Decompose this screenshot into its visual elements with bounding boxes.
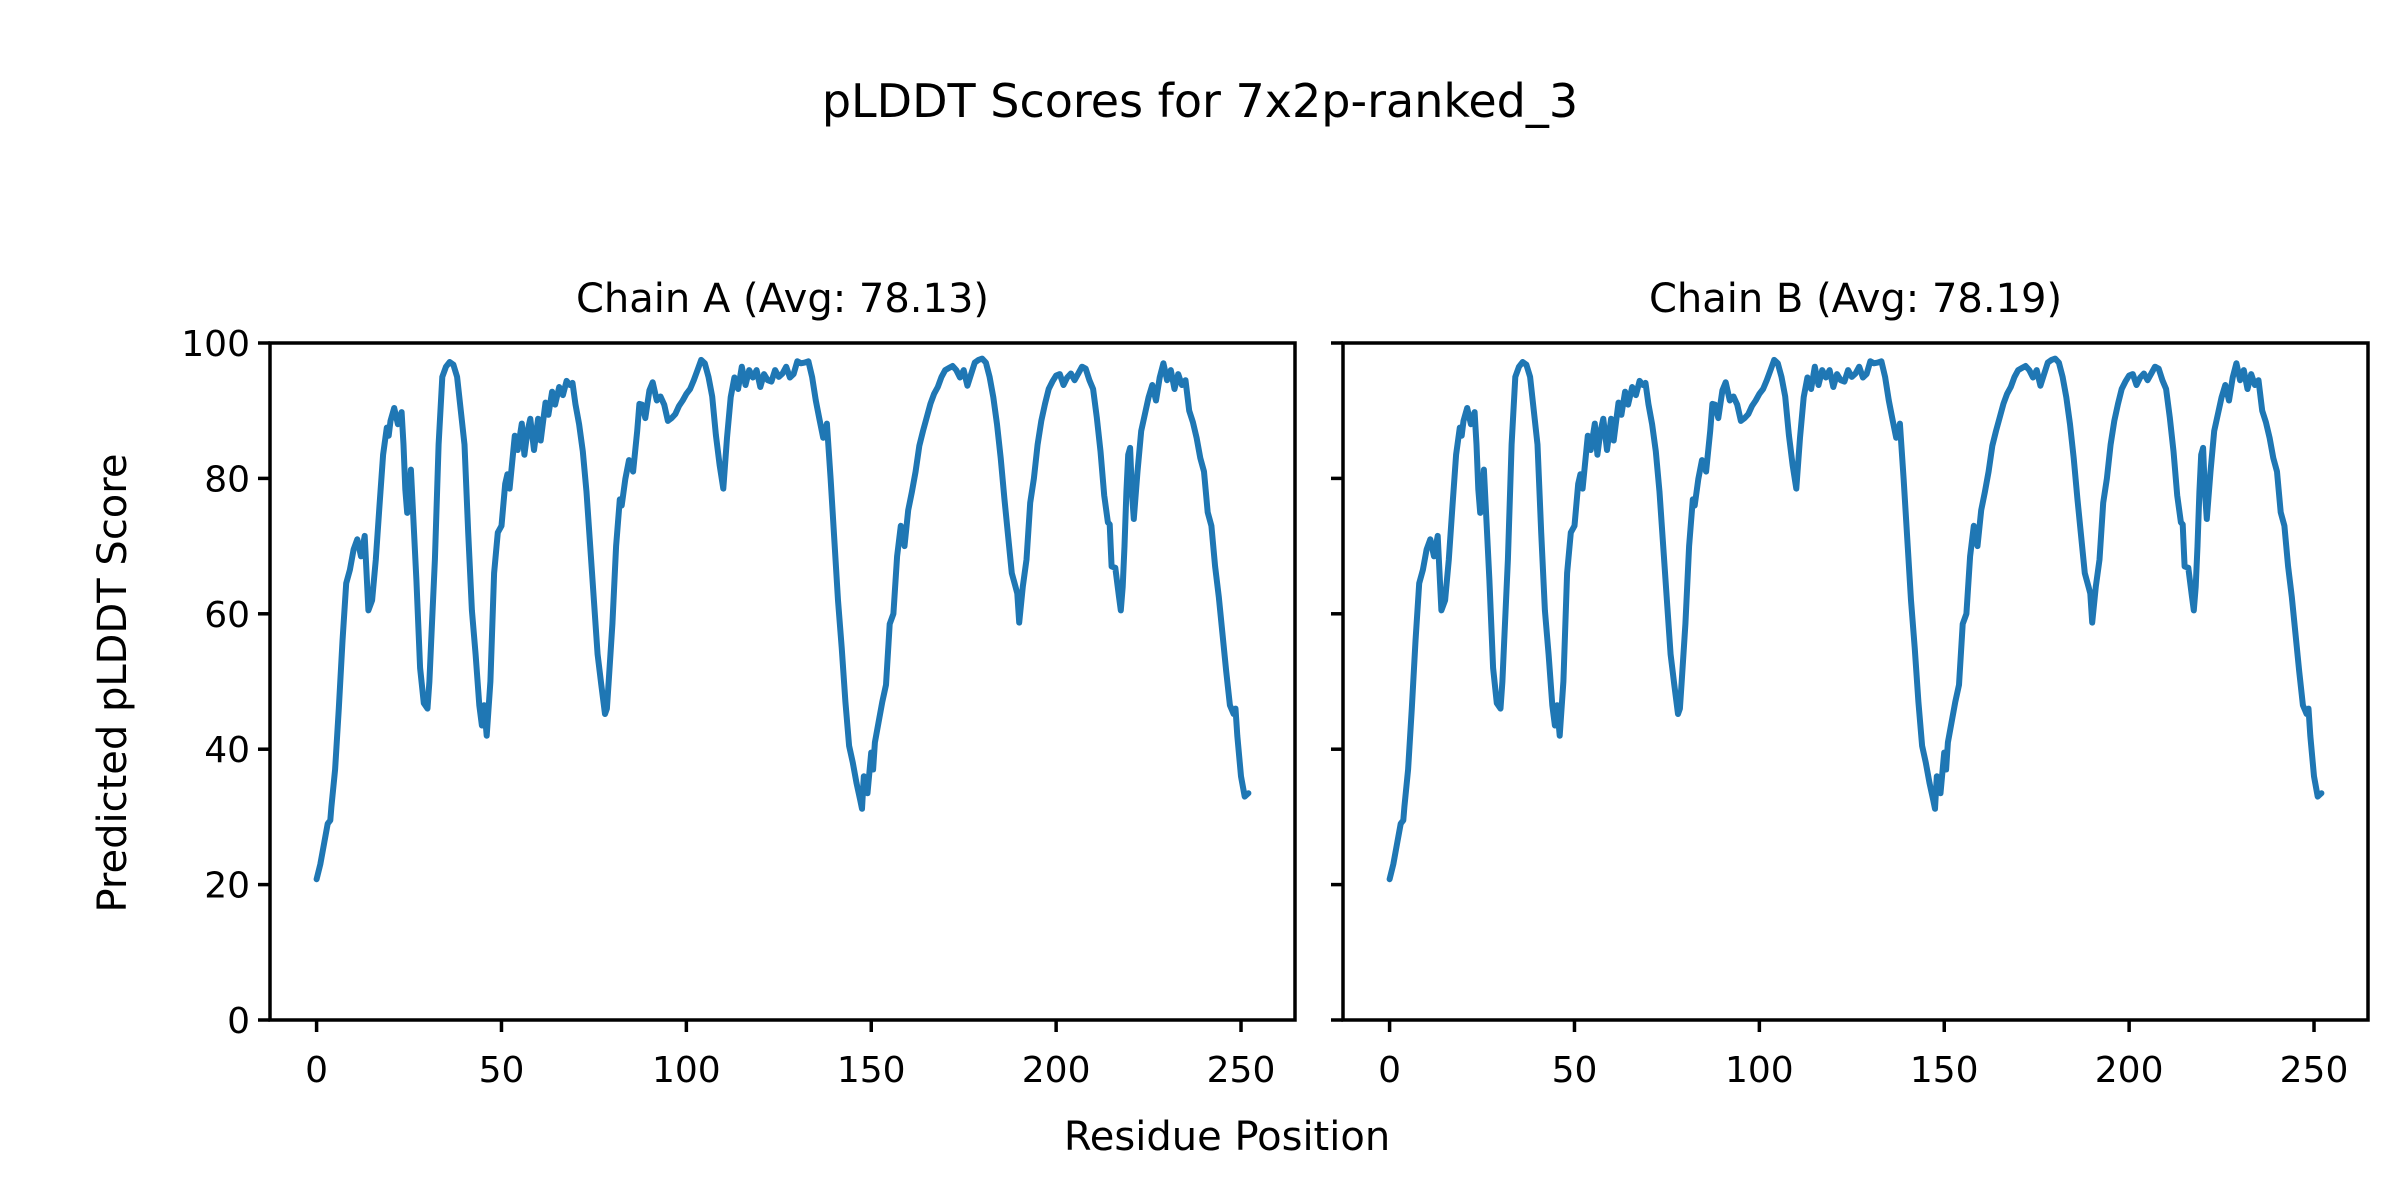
x-tick-label: 250 [1207,1050,1276,1091]
x-tick-label: 0 [305,1050,328,1091]
x-tick-label: 0 [1378,1050,1401,1091]
subplot-title-chain-b: Chain B (Avg: 78.19) [1648,276,2063,322]
x-tick-label: 100 [1725,1050,1794,1091]
x-tick-label: 150 [837,1050,906,1091]
y-tick-label: 80 [204,459,250,500]
x-tick-label: 50 [1552,1050,1598,1091]
x-tick-label: 150 [1910,1050,1979,1091]
x-tick-label: 50 [479,1050,525,1091]
y-tick-label: 20 [204,866,250,907]
y-tick-label: 100 [181,324,250,365]
plot-frame [268,341,1297,1022]
plddt-line-chain-b [1386,355,2325,883]
subplot-chain-b: 0 50 100 150 200 250 [1331,341,2370,1091]
y-tick-label: 0 [227,1001,250,1042]
x-axis-label: Residue Position [1063,1114,1391,1160]
x-tick-label: 250 [2280,1050,2349,1091]
x-tick-label: 200 [1022,1050,1091,1091]
plddt-line-chain-a [313,355,1252,883]
y-tick-label: 60 [204,595,250,636]
x-tick-label: 100 [652,1050,721,1091]
x-tick-label: 200 [2095,1050,2164,1091]
subplot-chain-a: 0 50 100 150 200 250 0 20 40 60 80 100 [181,324,1297,1091]
figure-title: pLDDT Scores for 7x2p-ranked_3 [821,74,1579,128]
subplot-title-chain-a: Chain A (Avg: 78.13) [575,276,990,322]
y-tick-label: 40 [204,730,250,771]
plot-frame [1341,341,2370,1022]
